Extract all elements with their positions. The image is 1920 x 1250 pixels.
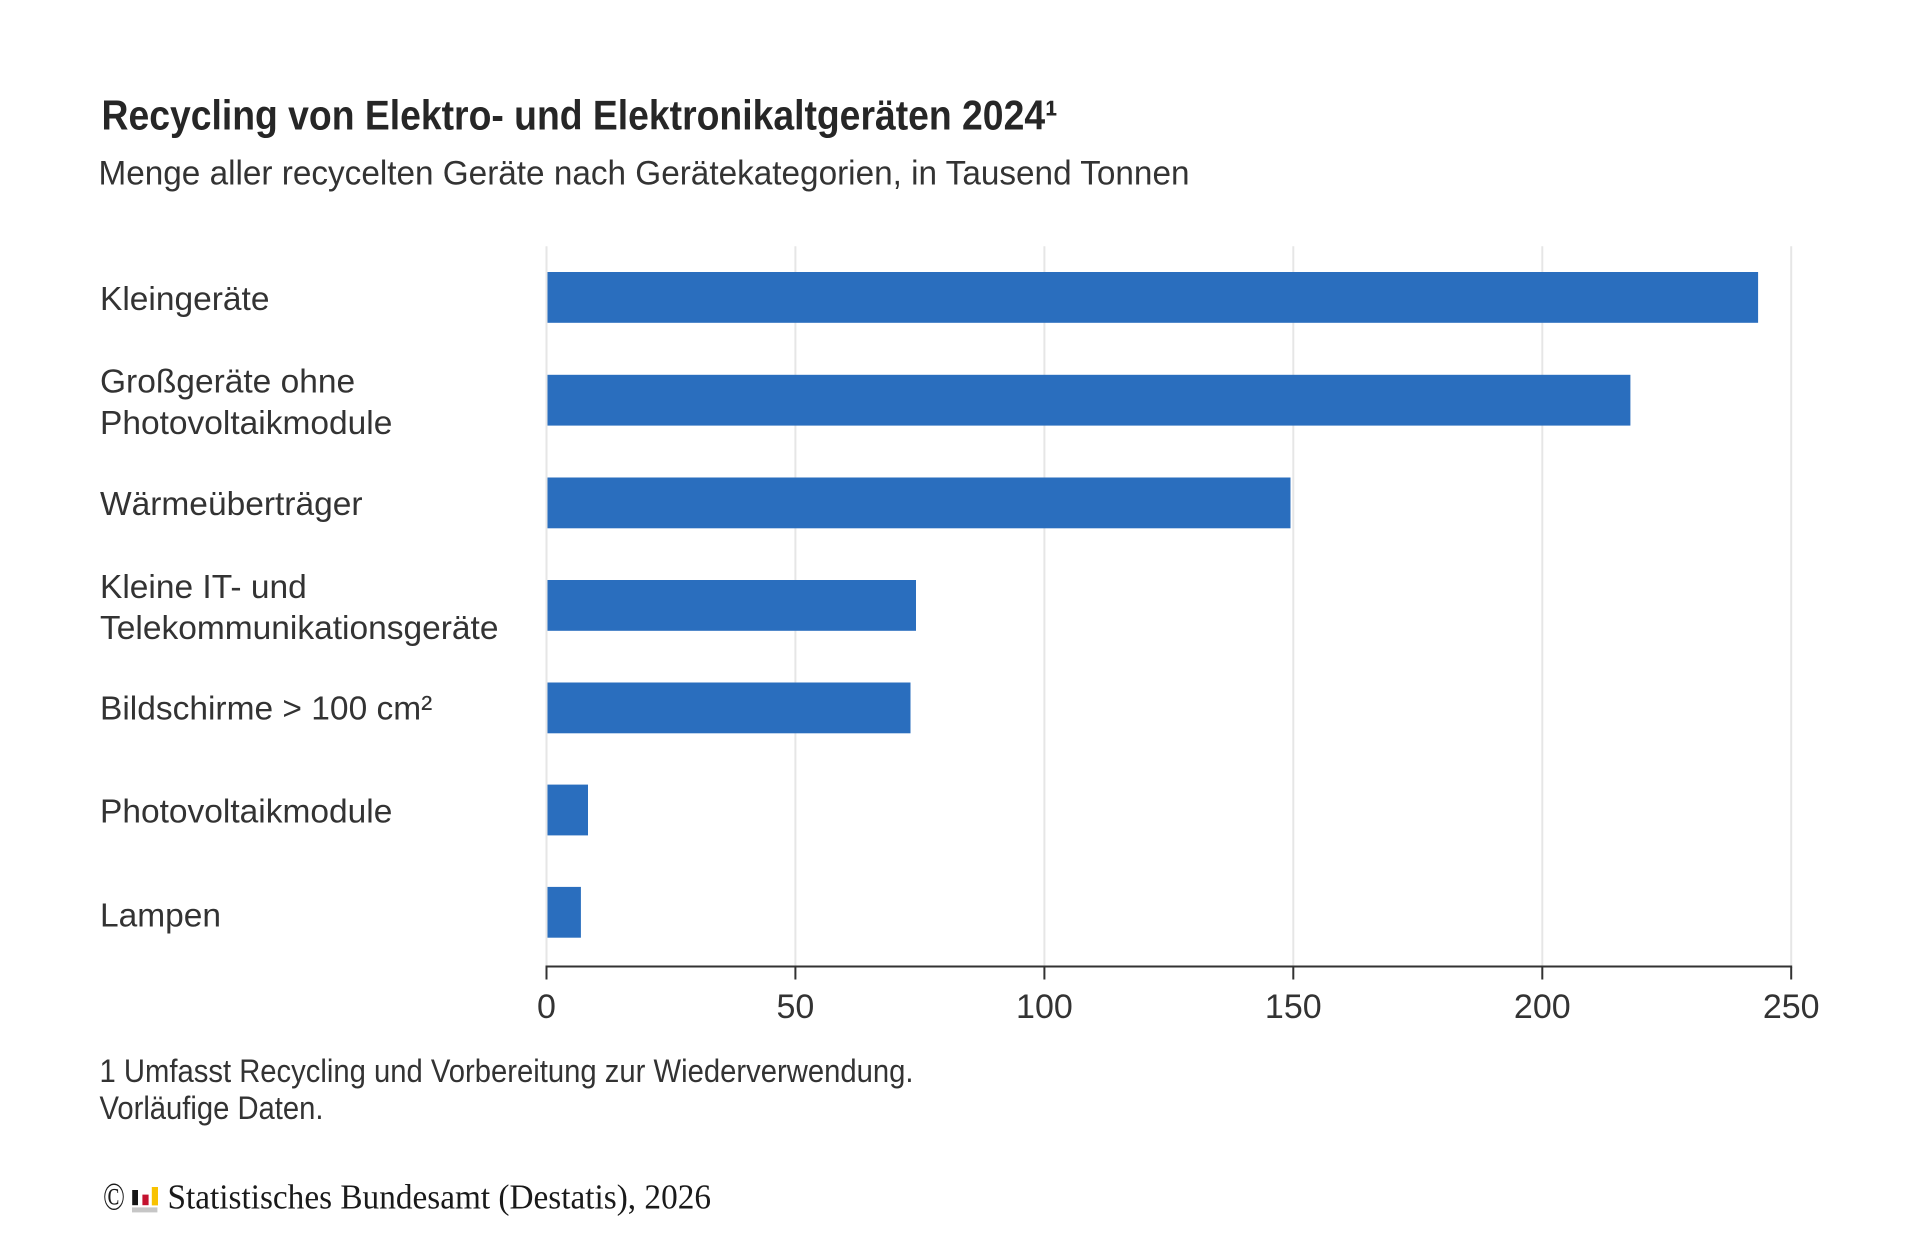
svg-text:200: 200: [1514, 988, 1571, 1026]
svg-text:100: 100: [1016, 988, 1073, 1026]
svg-text:1 Umfasst Recycling und Vorber: 1 Umfasst Recycling und Vorbereitung zur…: [100, 1053, 914, 1089]
svg-text:Bildschirme > 100 cm²: Bildschirme > 100 cm²: [100, 690, 432, 727]
svg-text:250: 250: [1763, 988, 1820, 1026]
svg-text:0: 0: [537, 988, 556, 1026]
svg-text:Großgeräte ohne: Großgeräte ohne: [100, 363, 355, 400]
svg-text:Telekommunikationsgeräte: Telekommunikationsgeräte: [100, 610, 498, 647]
svg-text:Photovoltaikmodule: Photovoltaikmodule: [100, 405, 392, 442]
svg-text:Wärmeüberträger: Wärmeüberträger: [100, 486, 363, 523]
svg-text:©: ©: [103, 1176, 125, 1219]
svg-text:Menge aller recycelten Geräte: Menge aller recycelten Geräte nach Gerät…: [99, 154, 1190, 192]
svg-text:Recycling von Elektro- und Ele: Recycling von Elektro- und Elektronikalt…: [102, 92, 1058, 139]
svg-text:Statistisches Bundesamt (Desta: Statistisches Bundesamt (Destatis), 2026: [168, 1178, 712, 1217]
svg-text:Lampen: Lampen: [100, 898, 221, 935]
svg-text:150: 150: [1265, 988, 1322, 1026]
svg-text:50: 50: [776, 988, 814, 1026]
svg-text:Photovoltaikmodule: Photovoltaikmodule: [100, 793, 392, 830]
svg-text:Kleine IT- und: Kleine IT- und: [100, 569, 307, 606]
svg-text:Kleingeräte: Kleingeräte: [100, 281, 269, 318]
svg-text:Vorläufige Daten.: Vorläufige Daten.: [100, 1090, 324, 1126]
